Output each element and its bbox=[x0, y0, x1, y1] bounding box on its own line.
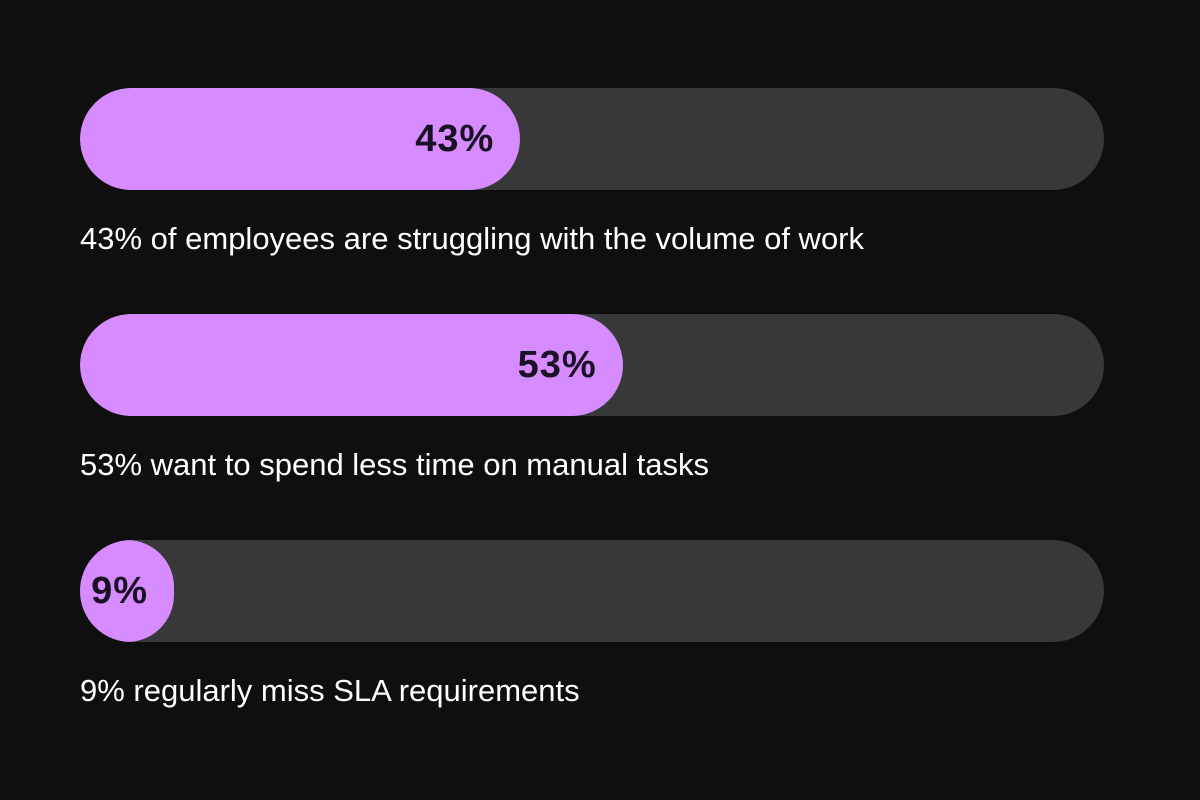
stat-description: 9% regularly miss SLA requirements bbox=[80, 673, 580, 708]
bar-track: 53% bbox=[80, 314, 1104, 416]
stat-bar-item: 53% 53% want to spend less time on manua… bbox=[80, 314, 1104, 482]
bar-fill: 43% bbox=[80, 88, 521, 190]
stat-description: 43% of employees are struggling with the… bbox=[80, 221, 865, 256]
bar-fill: 9% bbox=[80, 540, 174, 642]
stat-bar-item: 43% 43% of employees are struggling with… bbox=[80, 88, 1104, 256]
bar-track: 43% bbox=[80, 88, 1104, 190]
stat-bar-item: 9% 9% regularly miss SLA requirements bbox=[80, 540, 1104, 708]
bar-value-label: 53% bbox=[517, 343, 597, 386]
stat-description: 53% want to spend less time on manual ta… bbox=[80, 447, 709, 482]
stats-panel: 43% 43% of employees are struggling with… bbox=[80, 88, 1104, 766]
bar-track: 9% bbox=[80, 540, 1104, 642]
bar-value-label: 43% bbox=[415, 117, 495, 160]
bar-fill: 53% bbox=[80, 314, 623, 416]
bar-value-label: 9% bbox=[91, 569, 148, 612]
